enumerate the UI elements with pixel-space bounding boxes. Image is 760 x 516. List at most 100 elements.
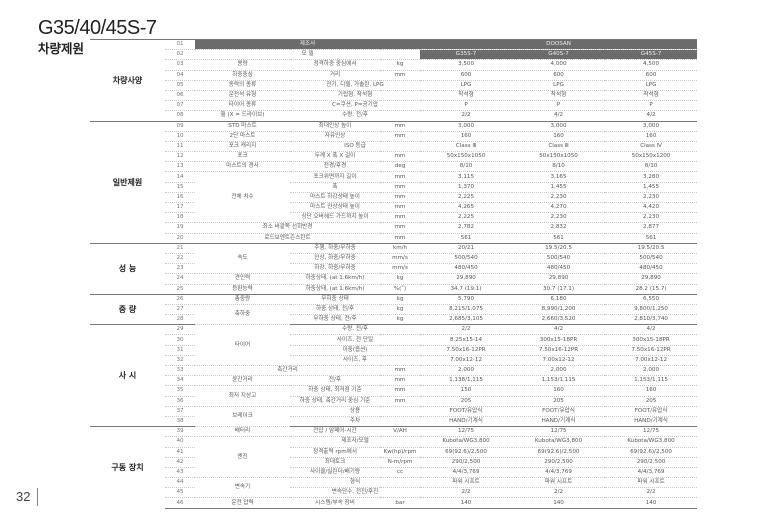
- group-label: 2단 마스트: [195, 131, 290, 142]
- item-label: 하강, 하중/무하중: [290, 263, 380, 275]
- spec-value: 4,265: [420, 202, 513, 214]
- spec-value: 2/2: [605, 487, 698, 499]
- spec-value: 8/10: [605, 161, 698, 173]
- unit: N-m/rpm: [380, 457, 421, 468]
- group-label: 엔진: [195, 436, 290, 479]
- spec-value: 160: [512, 131, 606, 142]
- spec-row: 45 변속단수, 전진/후진 2/2 2/2 2/2: [90, 487, 698, 499]
- item-label: 마스트 인상상태 높이: [290, 202, 380, 214]
- row-number: 24: [165, 273, 195, 285]
- spec-row: 41 정격출력 rpm에서 Kw(hp)/rpm 69(92.6)/2,500 69(9…: [90, 447, 698, 458]
- row-number: 45: [165, 487, 195, 499]
- item-label: 무하중 상태: [290, 294, 380, 305]
- spec-value: FOOT/유압식: [420, 406, 513, 417]
- spec-value: 파워 시프트: [512, 477, 606, 489]
- spec-value: 50x150x1050: [512, 151, 606, 163]
- row-number: 17: [165, 202, 195, 214]
- spec-value: 4,000: [512, 59, 606, 71]
- spec-row: 03 용량 정격하중 중심에서 kg 3,500 4,000 4,500: [90, 59, 698, 71]
- spec-value: 파워 시프트: [605, 477, 698, 489]
- spec-value: 205: [420, 396, 513, 407]
- group-label: 동력의 종류: [195, 80, 290, 91]
- item-label: 무하중 상태, 전/후: [290, 314, 380, 326]
- spec-value: FOOT/유압식: [605, 406, 698, 417]
- spec-value: 1,455: [605, 182, 698, 193]
- item-label: 전경/후경: [290, 161, 380, 173]
- row-number: 05: [165, 80, 195, 91]
- section-label: 성 능: [90, 242, 165, 295]
- row-number: 28: [165, 314, 195, 326]
- spec-value: 4/2: [605, 324, 698, 336]
- section-label: 중 량: [90, 293, 165, 325]
- spec-value: 1,153/1,115: [512, 375, 606, 387]
- spec-value: 290/2,500: [420, 457, 513, 468]
- row-number: 25: [165, 284, 195, 295]
- group-label: 축하중: [195, 304, 290, 326]
- row-number: 41: [165, 447, 195, 458]
- unit: kg: [380, 294, 421, 305]
- group-label: 배터리: [195, 426, 290, 438]
- spec-value: 3,000: [605, 121, 698, 132]
- spec-value: 600: [605, 70, 698, 81]
- spec-value: 30.7 (17.1): [512, 284, 606, 295]
- spec-row: 사 시 29 타이어 수량, 전/후 2/2 4/2 4/2: [90, 324, 698, 427]
- spec-row: 12 포크 두께 X 폭 X 길이 mm 50x150x1050 50x150x1050 5…: [90, 151, 698, 163]
- spec-value: 1,153/1,115: [605, 375, 698, 387]
- spec-value: Kubota/WG3,800: [605, 436, 698, 448]
- unit: mm: [380, 375, 421, 387]
- spec-value: 4/4/3,769: [512, 467, 606, 479]
- spec-value: 150: [420, 385, 513, 397]
- item-label: 마스트 하강상태 높이: [290, 192, 380, 204]
- spec-row: 42 최대토크 N-m/rpm 290/2,500 290/2,500 290/2,500: [90, 457, 698, 468]
- spec-row: 27 축하중 하중 상태, 전/후 kg 8,215/1,075 8,990/1,200 9…: [90, 304, 698, 326]
- row-number: 11: [165, 141, 195, 153]
- group-label: 총중량: [195, 294, 290, 305]
- spec-row: 44 변속기 형식 파워 시프트 파워 시프트 파워 시프트: [90, 477, 698, 499]
- unit: mm: [380, 233, 421, 244]
- row-number: 16: [165, 192, 195, 204]
- spec-value: 50x150x1200: [605, 151, 698, 163]
- spec-value: 20/21: [420, 243, 513, 254]
- spec-value: 8.25x15-14: [420, 334, 513, 346]
- spec-value: 300x15-18PR: [605, 334, 698, 346]
- spec-value: LPG: [512, 80, 606, 91]
- page-number: 32: [16, 489, 31, 504]
- row-number: 08: [165, 110, 195, 122]
- spec-row: 40 엔진 제조자/모델 Kubota/WG3,800 Kubota/WG3,800 Ku…: [90, 436, 698, 479]
- spec-value: 561: [512, 233, 606, 244]
- spec-row: 06 운전석 유형 기립형, 착석형 착석형 착석형 착석형: [90, 90, 698, 102]
- group-label: 윤간거리: [195, 375, 290, 387]
- row-number: 21: [165, 243, 195, 254]
- spec-value: 19.5/20.5: [512, 243, 606, 254]
- spec-value: 205: [605, 396, 698, 407]
- row-number: 40: [165, 436, 195, 448]
- spec-value: 4/4/3,769: [605, 467, 698, 479]
- section-label: 일반제원: [90, 120, 165, 244]
- spec-value: 3,165: [512, 171, 606, 183]
- spec-table: 차량사양 01 제조사 DOOSAN 02 모 델 G35S-7 G40S-7 G45S-7 03…: [90, 38, 698, 509]
- unit: mm: [380, 202, 421, 214]
- item-label: 제조자/모델: [290, 436, 421, 448]
- item-label: 하중상태, (at 1.6km/h): [290, 273, 380, 285]
- spec-row: 05 동력의 종류 전기, 디젤, 가솔린, LPG LPG LPG LPG: [90, 80, 698, 91]
- spec-value: 3,280: [605, 171, 698, 183]
- spec-value: 2,230: [605, 192, 698, 204]
- page-divider: [37, 488, 38, 506]
- row-number: 29: [165, 324, 195, 336]
- spec-row: 19 최소 바깥쪽 선회반경 mm 2,782 2,832 2,877: [90, 222, 698, 234]
- spec-value: P: [605, 100, 698, 112]
- spec-value: 2,000: [512, 365, 606, 377]
- row-number: 23: [165, 263, 195, 275]
- group-label: 브레이크: [195, 406, 290, 428]
- unit: mm/s: [380, 253, 421, 265]
- spec-value: 4,270: [512, 202, 606, 214]
- item-label: 자유인상: [290, 131, 380, 142]
- spec-value: 착석형: [605, 90, 698, 102]
- spec-value: 600: [512, 70, 606, 81]
- group-label: 변속기: [195, 477, 290, 499]
- spec-value: 6,550: [605, 294, 698, 305]
- row-number: 14: [165, 171, 195, 183]
- spec-value: 480/450: [420, 263, 513, 275]
- spec-row: 23 하강, 하중/무하중 mm/s 480/450 480/450 480/450: [90, 263, 698, 275]
- spec-value: 561: [420, 233, 513, 244]
